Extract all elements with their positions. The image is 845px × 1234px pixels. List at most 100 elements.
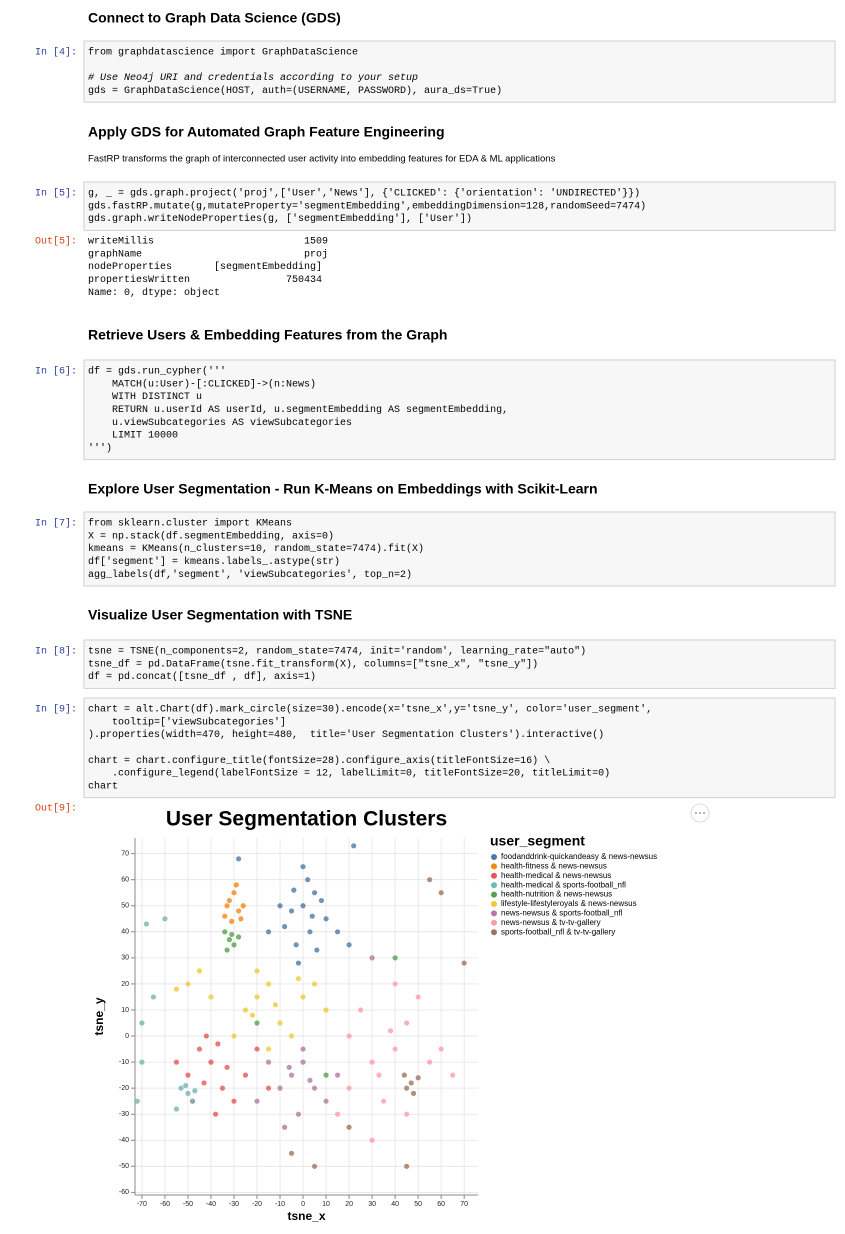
- y-tick-label: 60: [121, 877, 129, 884]
- point: [162, 916, 168, 922]
- legend-swatch: [491, 863, 497, 870]
- code-line: tsne_df = pd.DataFrame(tsne.fit_transfor…: [88, 658, 538, 670]
- point: [150, 994, 157, 1000]
- point: [185, 1090, 191, 1096]
- point: [427, 877, 433, 883]
- legend-swatch: [491, 901, 497, 907]
- code-line: RETURN u.userId AS userId, u.segmentEmbe…: [88, 404, 508, 416]
- point: [242, 1072, 249, 1078]
- point: [238, 916, 244, 922]
- point: [404, 1085, 410, 1091]
- point: [226, 937, 232, 943]
- heading: Explore User Segmentation - Run K-Means …: [88, 481, 598, 497]
- point: [224, 903, 230, 909]
- point: [295, 1111, 302, 1117]
- point: [265, 1085, 272, 1091]
- legend-swatch: [491, 882, 497, 889]
- output-line: Name: 0, dtype: object: [88, 287, 220, 299]
- point: [376, 1072, 382, 1078]
- code-cell: [83, 511, 836, 587]
- code-line: tooltip=['viewSubcategories']: [88, 716, 286, 728]
- x-tick-label: -40: [206, 1201, 216, 1208]
- output-line: propertiesWritten 750434: [88, 274, 322, 286]
- point: [272, 1002, 279, 1008]
- legend-label: health-medical & sports-football_nfl: [501, 880, 626, 889]
- code-line: # Use Neo4j URI and credentials accordin…: [88, 72, 418, 84]
- point: [309, 913, 315, 919]
- y-tick-label: -40: [119, 1137, 129, 1144]
- input-prompt: In [5]:: [35, 188, 77, 200]
- point: [139, 1059, 145, 1065]
- point: [288, 908, 295, 914]
- point: [300, 994, 306, 1000]
- point: [254, 1020, 260, 1026]
- heading: Apply GDS for Automated Graph Feature En…: [88, 124, 445, 140]
- heading: Retrieve Users & Embedding Features from…: [88, 327, 447, 343]
- point: [295, 976, 302, 982]
- point: [265, 929, 272, 935]
- point: [265, 1059, 272, 1065]
- x-tick-label: 40: [391, 1201, 399, 1208]
- point: [173, 1106, 180, 1112]
- point: [323, 916, 329, 922]
- x-axis-title: tsne_x: [287, 1209, 325, 1223]
- y-tick-label: -10: [119, 1059, 129, 1066]
- legend-label: health-medical & news-newsus: [501, 871, 611, 880]
- point: [334, 929, 341, 935]
- y-tick-label: 0: [125, 1033, 129, 1040]
- point: [254, 1098, 260, 1104]
- point: [231, 1098, 237, 1104]
- point: [415, 994, 421, 1000]
- y-tick-label: -30: [119, 1111, 129, 1118]
- output-prompt: Out[5]:: [35, 236, 77, 248]
- point: [229, 931, 235, 938]
- point: [222, 929, 228, 935]
- point: [300, 1046, 306, 1052]
- point: [240, 903, 246, 909]
- point: [231, 1033, 237, 1039]
- point: [461, 960, 467, 966]
- point: [178, 1085, 184, 1091]
- point: [346, 1124, 352, 1130]
- code-line: g, _ = gds.graph.project('proj',['User',…: [88, 188, 640, 200]
- x-tick-label: 60: [437, 1201, 445, 1208]
- legend-swatch: [491, 872, 497, 879]
- legend-swatch: [491, 854, 497, 860]
- point: [438, 890, 444, 896]
- code-line: MATCH(u:User)-[:CLICKED]->(n:News): [88, 378, 316, 390]
- point: [208, 1059, 214, 1065]
- x-tick-label: 20: [345, 1201, 353, 1208]
- code-line: gds.fastRP.mutate(g,mutateProperty='segm…: [88, 200, 646, 212]
- point: [387, 1028, 394, 1034]
- code-line: X = np.stack(df.segmentEmbedding, axis=0…: [88, 530, 334, 542]
- point: [295, 960, 302, 966]
- x-tick-label: -10: [275, 1201, 285, 1208]
- point: [134, 1098, 140, 1104]
- code-line: kmeans = KMeans(n_clusters=10, random_st…: [88, 543, 424, 555]
- point: [288, 1150, 295, 1156]
- y-tick-label: 30: [121, 955, 129, 962]
- point: [229, 918, 235, 924]
- code-line: '''): [88, 442, 112, 454]
- point: [231, 942, 237, 948]
- point: [314, 947, 320, 953]
- point: [404, 1111, 410, 1117]
- point: [408, 1080, 414, 1086]
- point: [323, 1098, 329, 1104]
- x-tick-label: 50: [414, 1201, 422, 1208]
- x-tick-label: 0: [301, 1201, 305, 1208]
- point: [346, 1085, 352, 1091]
- point: [438, 1046, 444, 1052]
- legend-label: news-newsus & tv-tv-gallery: [501, 918, 601, 927]
- point: [233, 882, 239, 888]
- legend-swatch: [491, 910, 497, 917]
- point: [357, 1007, 364, 1013]
- code-line: .configure_legend(labelFontSize = 12, la…: [88, 768, 610, 780]
- point: [305, 877, 311, 883]
- code-cell: [83, 697, 836, 799]
- point: [381, 1098, 387, 1104]
- y-tick-label: 10: [121, 1007, 129, 1014]
- legend-label: lifestyle-lifestyleroyals & news-newsus: [501, 899, 637, 908]
- menu-dot: [703, 812, 705, 814]
- point: [392, 981, 398, 987]
